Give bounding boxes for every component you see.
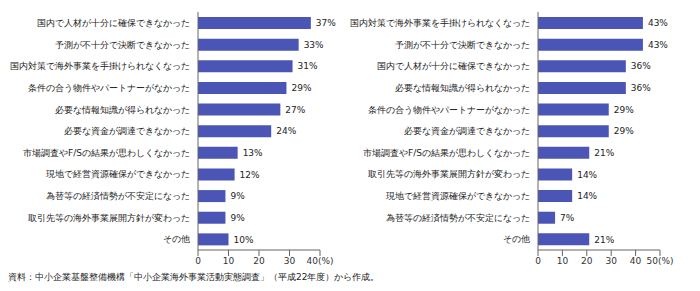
svg-text:10%: 10% [234, 235, 254, 245]
svg-text:40(%): 40(%) [306, 256, 333, 266]
svg-text:市場調査やF/Sの結果が思わしくなかった: 市場調査やF/Sの結果が思わしくなかった [23, 148, 190, 158]
svg-text:その他: その他 [163, 234, 190, 244]
svg-text:為替等の経済情勢が不安定になった: 為替等の経済情勢が不安定になった [386, 213, 530, 223]
svg-text:29%: 29% [291, 83, 311, 93]
svg-text:国内で人材が十分に確保できなかった: 国内で人材が十分に確保できなかった [37, 18, 190, 28]
svg-text:50(%): 50(%) [646, 256, 673, 266]
svg-text:国内で人材が十分に確保できなかった: 国内で人材が十分に確保できなかった [377, 61, 530, 71]
svg-text:国内対策で海外事業を手掛けられなくなった: 国内対策で海外事業を手掛けられなくなった [350, 18, 530, 28]
svg-text:9%: 9% [230, 213, 245, 223]
svg-text:取引先等の海外事業展開方針が変わった: 取引先等の海外事業展開方針が変わった [28, 213, 190, 223]
svg-text:予測が不十分で決断できなかった: 予測が不十分で決断できなかった [55, 40, 190, 50]
svg-text:21%: 21% [594, 148, 614, 158]
svg-text:29%: 29% [614, 126, 634, 136]
svg-text:取引先等の海外事業展開方針が変わった: 取引先等の海外事業展開方針が変わった [368, 169, 530, 179]
svg-text:市場調査やF/Sの結果が思わしくなかった: 市場調査やF/Sの結果が思わしくなかった [363, 148, 530, 158]
svg-text:必要な情報知識が得られなかった: 必要な情報知識が得られなかった [395, 83, 530, 93]
svg-text:40: 40 [630, 256, 642, 266]
svg-text:36%: 36% [631, 61, 651, 71]
svg-text:13%: 13% [243, 148, 263, 158]
svg-text:24%: 24% [276, 126, 296, 136]
svg-text:予測が不十分で決断できなかった: 予測が不十分で決断できなかった [395, 40, 530, 50]
svg-text:10: 10 [223, 256, 235, 266]
svg-text:21%: 21% [594, 235, 614, 245]
svg-text:14%: 14% [577, 191, 597, 201]
svg-text:43%: 43% [648, 40, 668, 50]
svg-text:0: 0 [195, 256, 201, 266]
svg-text:27%: 27% [285, 105, 305, 115]
svg-text:14%: 14% [577, 170, 597, 180]
svg-text:条件の合う物件やパートナーがなかった: 条件の合う物件やパートナーがなかった [368, 105, 530, 115]
svg-text:必要な資金が調達できなかった: 必要な資金が調達できなかった [404, 126, 530, 136]
svg-text:現地で経営資源確保ができなかった: 現地で経営資源確保ができなかった [386, 191, 530, 201]
svg-text:30: 30 [605, 256, 617, 266]
svg-text:必要な情報知識が得られなかった: 必要な情報知識が得られなかった [55, 105, 190, 115]
svg-text:20: 20 [581, 256, 593, 266]
svg-text:36%: 36% [631, 83, 651, 93]
svg-text:7%: 7% [560, 213, 575, 223]
svg-text:条件の合う物件やパートナーがなかった: 条件の合う物件やパートナーがなかった [28, 83, 190, 93]
svg-text:0: 0 [535, 256, 541, 266]
svg-text:9%: 9% [230, 191, 245, 201]
svg-text:43%: 43% [648, 18, 668, 28]
svg-text:10: 10 [557, 256, 569, 266]
svg-text:29%: 29% [614, 105, 634, 115]
svg-text:31%: 31% [298, 61, 318, 71]
svg-text:33%: 33% [304, 40, 324, 50]
html-text:資料：中小企業基盤整備機構「中小企業海外事業活動実態調査」（: 資料：中小企業基盤整備機構「中小企業海外事業活動実態調査」（平成22年度）から作… [8, 272, 380, 282]
svg-text:37%: 37% [316, 18, 336, 28]
svg-text:30: 30 [284, 256, 296, 266]
svg-text:その他: その他 [503, 234, 530, 244]
svg-text:20: 20 [253, 256, 265, 266]
svg-text:為替等の経済情勢が不安定になった: 為替等の経済情勢が不安定になった [46, 191, 190, 201]
svg-text:12%: 12% [240, 170, 260, 180]
svg-text:国内対策で海外事業を手掛けられなくなった: 国内対策で海外事業を手掛けられなくなった [10, 61, 190, 71]
svg-text:現地で経営資源確保ができなかった: 現地で経営資源確保ができなかった [46, 169, 190, 179]
svg-text:必要な資金が調達できなかった: 必要な資金が調達できなかった [64, 126, 190, 136]
